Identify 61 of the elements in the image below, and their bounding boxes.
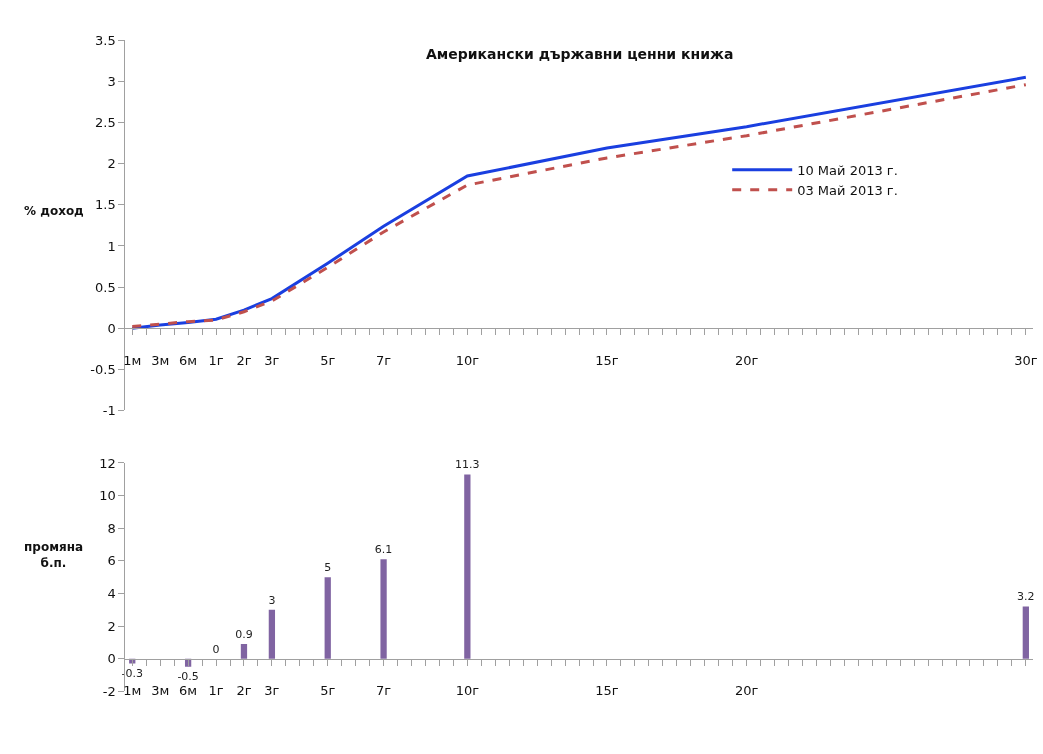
y-tick-label: 1.5 bbox=[95, 197, 116, 213]
bar bbox=[324, 577, 331, 659]
x-tick-label: 20г bbox=[734, 683, 759, 699]
x-tick-label: 1г bbox=[208, 683, 224, 699]
y-tick-label: 6 bbox=[107, 553, 116, 569]
bar bbox=[380, 559, 387, 659]
legend-label: 10 Май 2013 г. bbox=[797, 162, 898, 178]
y-tick-label: 0.5 bbox=[95, 279, 116, 295]
y-tick-label: 10 bbox=[99, 488, 116, 504]
x-tick-label: 3г bbox=[264, 352, 280, 368]
x-tick-label: 6м bbox=[179, 352, 198, 368]
data-label: -0.3 bbox=[121, 666, 143, 680]
x-tick-label: 2г bbox=[236, 683, 252, 699]
y-tick-label: 4 bbox=[107, 586, 116, 601]
y-tick-label: 0 bbox=[107, 320, 116, 336]
x-tick-label: 10г bbox=[455, 352, 480, 368]
x-tick-label: 3м bbox=[151, 352, 170, 368]
data-label: 5 bbox=[324, 561, 332, 575]
x-tick-label: 7г bbox=[376, 352, 392, 368]
y-tick-label: 2.5 bbox=[95, 115, 116, 131]
y-tick-label: 2 bbox=[107, 618, 116, 634]
data-label: 3 bbox=[268, 593, 276, 607]
data-label: -0.5 bbox=[177, 669, 199, 683]
bar bbox=[464, 474, 471, 659]
y-tick-label: 3.5 bbox=[95, 32, 116, 48]
x-tick-label: 1г bbox=[208, 352, 224, 368]
data-label: 6.1 bbox=[374, 543, 393, 557]
x-tick-label: 15г bbox=[595, 683, 619, 699]
x-tick-label: 15г bbox=[595, 352, 619, 368]
y-tick-label: 3 bbox=[107, 73, 116, 89]
bar bbox=[240, 644, 248, 659]
x-tick-label: 3г bbox=[264, 683, 280, 699]
legend-label: 03 Май 2013 г. bbox=[797, 182, 898, 198]
chart-title: Американски държавни ценни книжа bbox=[426, 46, 734, 62]
x-tick-label: 10г bbox=[455, 683, 480, 699]
bar bbox=[1022, 606, 1029, 659]
data-label: 0.9 bbox=[235, 628, 253, 642]
x-tick-label: 30г bbox=[1014, 352, 1038, 368]
y-tick-label: -2 bbox=[102, 683, 116, 699]
x-tick-label: 7г bbox=[376, 683, 392, 699]
y-tick-label: 8 bbox=[107, 520, 116, 536]
bar bbox=[268, 609, 276, 659]
x-tick-label: 3м bbox=[151, 683, 170, 699]
y-axis-title: промяна б.п. bbox=[24, 540, 84, 570]
x-tick-label: 6м bbox=[179, 683, 198, 699]
y-tick-label: -0.5 bbox=[90, 361, 116, 377]
data-label: 3.2 bbox=[1017, 590, 1035, 604]
data-label: 0 bbox=[212, 642, 220, 656]
y-axis-title: % доход bbox=[24, 204, 85, 218]
x-tick-label: 1м bbox=[123, 352, 142, 368]
y-tick-label: 1 bbox=[107, 238, 116, 254]
y-tick-label: -1 bbox=[102, 403, 116, 419]
x-tick-label: 5г bbox=[320, 683, 336, 699]
x-tick-label: 5г bbox=[320, 352, 336, 368]
y-tick-label: 12 bbox=[99, 455, 116, 471]
y-tick-label: 0 bbox=[107, 651, 116, 667]
data-label: 11.3 bbox=[455, 458, 480, 472]
x-tick-label: 1м bbox=[123, 683, 142, 699]
y-tick-label: 2 bbox=[107, 156, 116, 172]
x-tick-label: 20г bbox=[734, 352, 759, 368]
x-tick-label: 2г bbox=[236, 352, 252, 368]
